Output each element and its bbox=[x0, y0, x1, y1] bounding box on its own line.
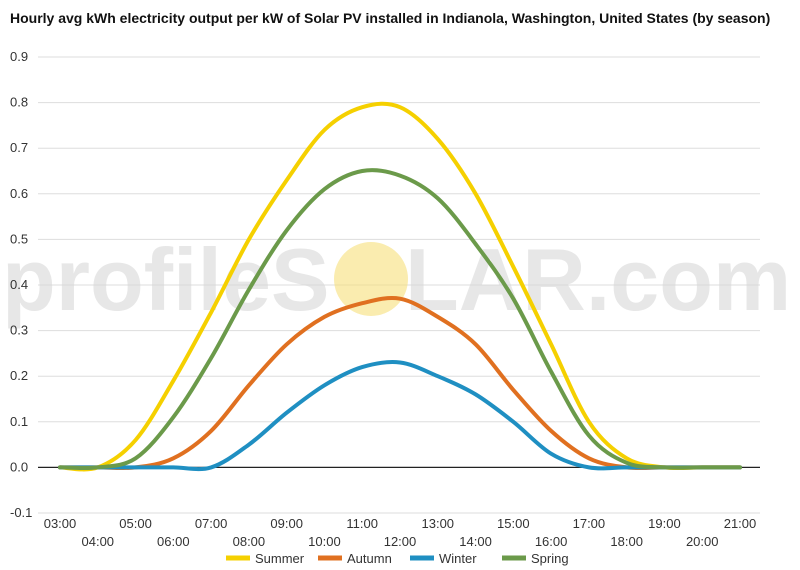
x-tick-label: 20:00 bbox=[686, 534, 719, 549]
legend-item-spring[interactable]: Spring bbox=[502, 551, 569, 566]
x-tick-label: 06:00 bbox=[157, 534, 190, 549]
y-tick-label: -0.1 bbox=[10, 505, 32, 520]
watermark: profileS LAR.com bbox=[2, 230, 791, 329]
x-tick-label: 03:00 bbox=[44, 516, 77, 531]
y-tick-label: 0.4 bbox=[10, 277, 28, 292]
y-tick-label: 0.7 bbox=[10, 140, 28, 155]
y-tick-label: 0.6 bbox=[10, 186, 28, 201]
legend-item-autumn[interactable]: Autumn bbox=[318, 551, 392, 566]
legend-label: Summer bbox=[255, 551, 305, 566]
x-tick-label: 04:00 bbox=[82, 534, 115, 549]
x-tick-label: 19:00 bbox=[648, 516, 681, 531]
legend-item-winter[interactable]: Winter bbox=[410, 551, 477, 566]
x-tick-label: 13:00 bbox=[422, 516, 455, 531]
watermark-sun-icon bbox=[334, 242, 408, 316]
y-tick-label: 0.3 bbox=[10, 323, 28, 338]
x-tick-label: 15:00 bbox=[497, 516, 530, 531]
series-line-summer bbox=[58, 101, 742, 472]
x-tick-label: 11:00 bbox=[346, 516, 378, 531]
y-tick-label: 0.1 bbox=[10, 414, 28, 429]
legend-label: Spring bbox=[531, 551, 569, 566]
x-tick-label: 21:00 bbox=[724, 516, 757, 531]
series-line-spring bbox=[58, 168, 742, 471]
y-tick-label: 0.2 bbox=[10, 368, 28, 383]
x-tick-label: 07:00 bbox=[195, 516, 228, 531]
x-tick-label: 14:00 bbox=[459, 534, 492, 549]
series-line-winter bbox=[58, 360, 742, 472]
series bbox=[58, 101, 742, 472]
x-tick-label: 18:00 bbox=[610, 534, 643, 549]
axes: 0.9 0.8 0.7 0.6 0.5 0.4 0.3 0.2 0.1 0.0 -0.1 03:00 0… bbox=[10, 49, 760, 549]
x-tick-label: 17:00 bbox=[573, 516, 606, 531]
x-tick-label: 08:00 bbox=[233, 534, 266, 549]
legend-item-summer[interactable]: Summer bbox=[226, 551, 305, 566]
x-tick-label: 10:00 bbox=[308, 534, 341, 549]
x-tick-label: 09:00 bbox=[270, 516, 303, 531]
legend: Summer Autumn Winter Spring bbox=[226, 551, 569, 566]
x-tick-label: 05:00 bbox=[119, 516, 152, 531]
legend-label: Autumn bbox=[347, 551, 392, 566]
x-tick-label: 16:00 bbox=[535, 534, 568, 549]
watermark-text-left: profileS bbox=[2, 230, 330, 329]
y-tick-label: 0.8 bbox=[10, 95, 28, 110]
grid bbox=[38, 56, 760, 514]
x-tick-label: 12:00 bbox=[384, 534, 417, 549]
watermark-text-right: LAR.com bbox=[405, 230, 791, 329]
y-tick-label: 0.0 bbox=[10, 459, 28, 474]
y-tick-label: 0.9 bbox=[10, 49, 28, 64]
legend-label: Winter bbox=[439, 551, 477, 566]
chart-title: Hourly avg kWh electricity output per kW… bbox=[10, 10, 771, 26]
y-tick-label: 0.5 bbox=[10, 231, 28, 246]
